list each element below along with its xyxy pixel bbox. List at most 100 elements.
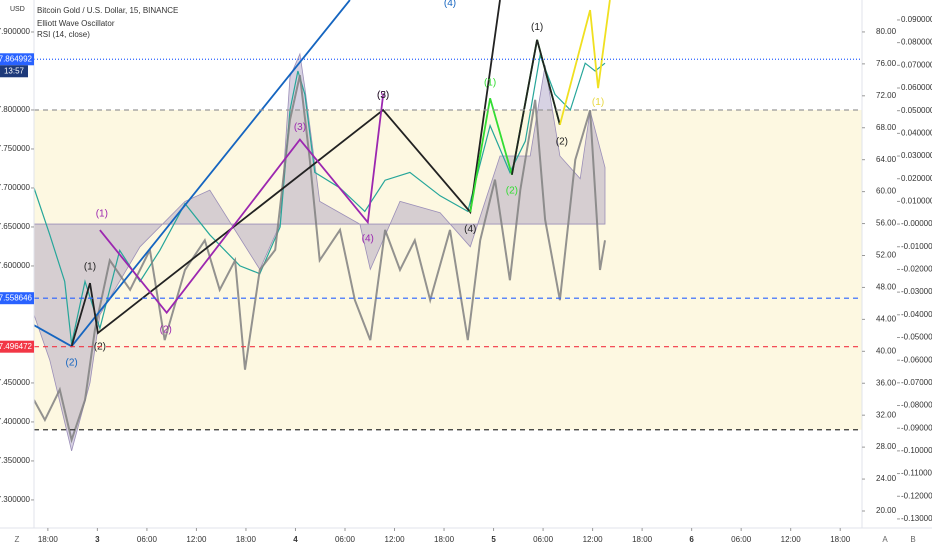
wave-label: (4) [362, 233, 374, 244]
wave-line [99, 94, 384, 315]
x-tick-label: 4 [293, 535, 298, 544]
corner-button[interactable]: A [882, 535, 888, 544]
zone-band [34, 109, 862, 430]
x-tick-label: 06:00 [137, 535, 158, 544]
x-tick-label: 12:00 [781, 535, 802, 544]
y3-tick-label: -0.100000 [901, 446, 932, 455]
oscillator-area [34, 52, 606, 452]
x-tick-label: 06:00 [335, 535, 356, 544]
wave-label: (3) [294, 122, 306, 133]
y-tick-label: 7.450000 [0, 378, 31, 387]
y2-tick-label: 56.00 [876, 219, 897, 228]
x-tick-label: 5 [491, 535, 496, 544]
x-tick-label: 6 [689, 535, 694, 544]
wave-label: (1) [84, 261, 96, 272]
y-tick-label: 7.750000 [0, 144, 31, 153]
price-badge-label: 7.558646 [0, 293, 33, 302]
y-tick-label: 7.400000 [0, 417, 31, 426]
x-tick-label: 18:00 [632, 535, 653, 544]
y-tick-label: 7.800000 [0, 105, 31, 114]
y3-tick-label: 0.020000 [901, 174, 932, 183]
x-tick-label: 18:00 [434, 535, 455, 544]
y-tick-label: 7.700000 [0, 183, 31, 192]
y3-tick-label: 0.040000 [901, 128, 932, 137]
y3-tick-label: -0.040000 [901, 310, 932, 319]
y3-tick-label: -0.110000 [901, 469, 932, 478]
y2-tick-label: 48.00 [876, 283, 897, 292]
wave-label: (1) [531, 22, 543, 33]
wave-label: (2) [160, 325, 172, 336]
y2-tick-label: 64.00 [876, 155, 897, 164]
wave-line [70, 0, 501, 347]
plot-area: (2)(1)(2)(1)(2)(3)(4)(5)(3)(4)(4)(1)(2)(… [34, 0, 862, 452]
y3-tick-label: 0.010000 [901, 197, 932, 206]
corner-button[interactable]: Z [15, 535, 20, 544]
wave-label: (1) [96, 208, 108, 219]
y2-tick-label: 72.00 [876, 91, 897, 100]
corner-button[interactable]: B [910, 535, 915, 544]
y2-tick-label: 32.00 [876, 410, 897, 419]
wave-label: (2) [506, 186, 518, 197]
y2-tick-label: 68.00 [876, 123, 897, 132]
y3-tick-label: -0.090000 [901, 423, 932, 432]
y2-tick-label: 36.00 [876, 378, 897, 387]
y2-tick-label: 80.00 [876, 27, 897, 36]
currency: USD [10, 6, 25, 13]
y3-tick-label: -0.010000 [901, 242, 932, 251]
y2-tick-label: 28.00 [876, 442, 897, 451]
y-tick-label: 7.600000 [0, 261, 31, 270]
y2-tick-label: 52.00 [876, 251, 897, 260]
y3-tick-label: -0.050000 [901, 333, 932, 342]
price-badge-label: 7.864992 [0, 54, 33, 63]
price-badge [0, 53, 34, 66]
y3-tick-label: -0.020000 [901, 265, 932, 274]
rsi-line [34, 74, 606, 444]
wave-label: (5) [377, 90, 389, 101]
x-tick-label: 3 [95, 535, 100, 544]
wave-label: (4) [464, 224, 476, 235]
y3-tick-label: -0.130000 [901, 514, 932, 523]
y2-tick-label: 76.00 [876, 59, 897, 68]
wave-label: (2) [66, 357, 78, 368]
x-tick-label: 12:00 [186, 535, 207, 544]
legend-entry: RSI (14, close) [37, 30, 90, 39]
x-tick-label: 06:00 [731, 535, 752, 544]
wave-line [559, 0, 611, 126]
x-tick-label: 18:00 [830, 535, 851, 544]
y3-tick-label: -0.120000 [901, 491, 932, 500]
y-tick-label: 7.350000 [0, 456, 31, 465]
y3-tick-label: -0.060000 [901, 355, 932, 364]
y3-tick-label: -0.070000 [901, 378, 932, 387]
y3-tick-label: 0.090000 [901, 15, 932, 24]
y3-tick-label: 0.070000 [901, 60, 932, 69]
y-tick-label: 7.900000 [0, 27, 31, 36]
price-badge [0, 292, 34, 305]
y3-tick-label: -0.030000 [901, 287, 932, 296]
x-tick-label: 18:00 [236, 535, 257, 544]
y2-tick-label: 20.00 [876, 506, 897, 515]
y3-tick-label: -0.000000 [901, 219, 932, 228]
y2-tick-label: 24.00 [876, 474, 897, 483]
y2-tick-label: 44.00 [876, 314, 897, 323]
countdown: 13:57 [4, 66, 25, 75]
y2-tick-label: 40.00 [876, 346, 897, 355]
x-tick-label: 18:00 [38, 535, 59, 544]
y3-tick-label: 0.030000 [901, 151, 932, 160]
wave-label: (1) [484, 77, 496, 88]
wave-label: (4) [444, 0, 456, 9]
wave-label: (3) [377, 90, 389, 101]
y-tick-label: 7.650000 [0, 222, 31, 231]
y3-tick-label: -0.080000 [901, 401, 932, 410]
x-tick-label: 12:00 [385, 535, 406, 544]
x-tick-label: 12:00 [583, 535, 604, 544]
wave-label: (1) [592, 97, 604, 108]
x-tick-label: 06:00 [533, 535, 554, 544]
chart-title: Bitcoin Gold / U.S. Dollar, 15, BINANCE [37, 6, 178, 15]
y2-tick-label: 60.00 [876, 187, 897, 196]
price-badge-label: 7.496472 [0, 342, 33, 351]
wave-label: (2) [556, 137, 568, 148]
y-tick-label: 7.300000 [0, 495, 31, 504]
y3-tick-label: 0.060000 [901, 83, 932, 92]
y3-tick-label: 0.080000 [901, 38, 932, 47]
